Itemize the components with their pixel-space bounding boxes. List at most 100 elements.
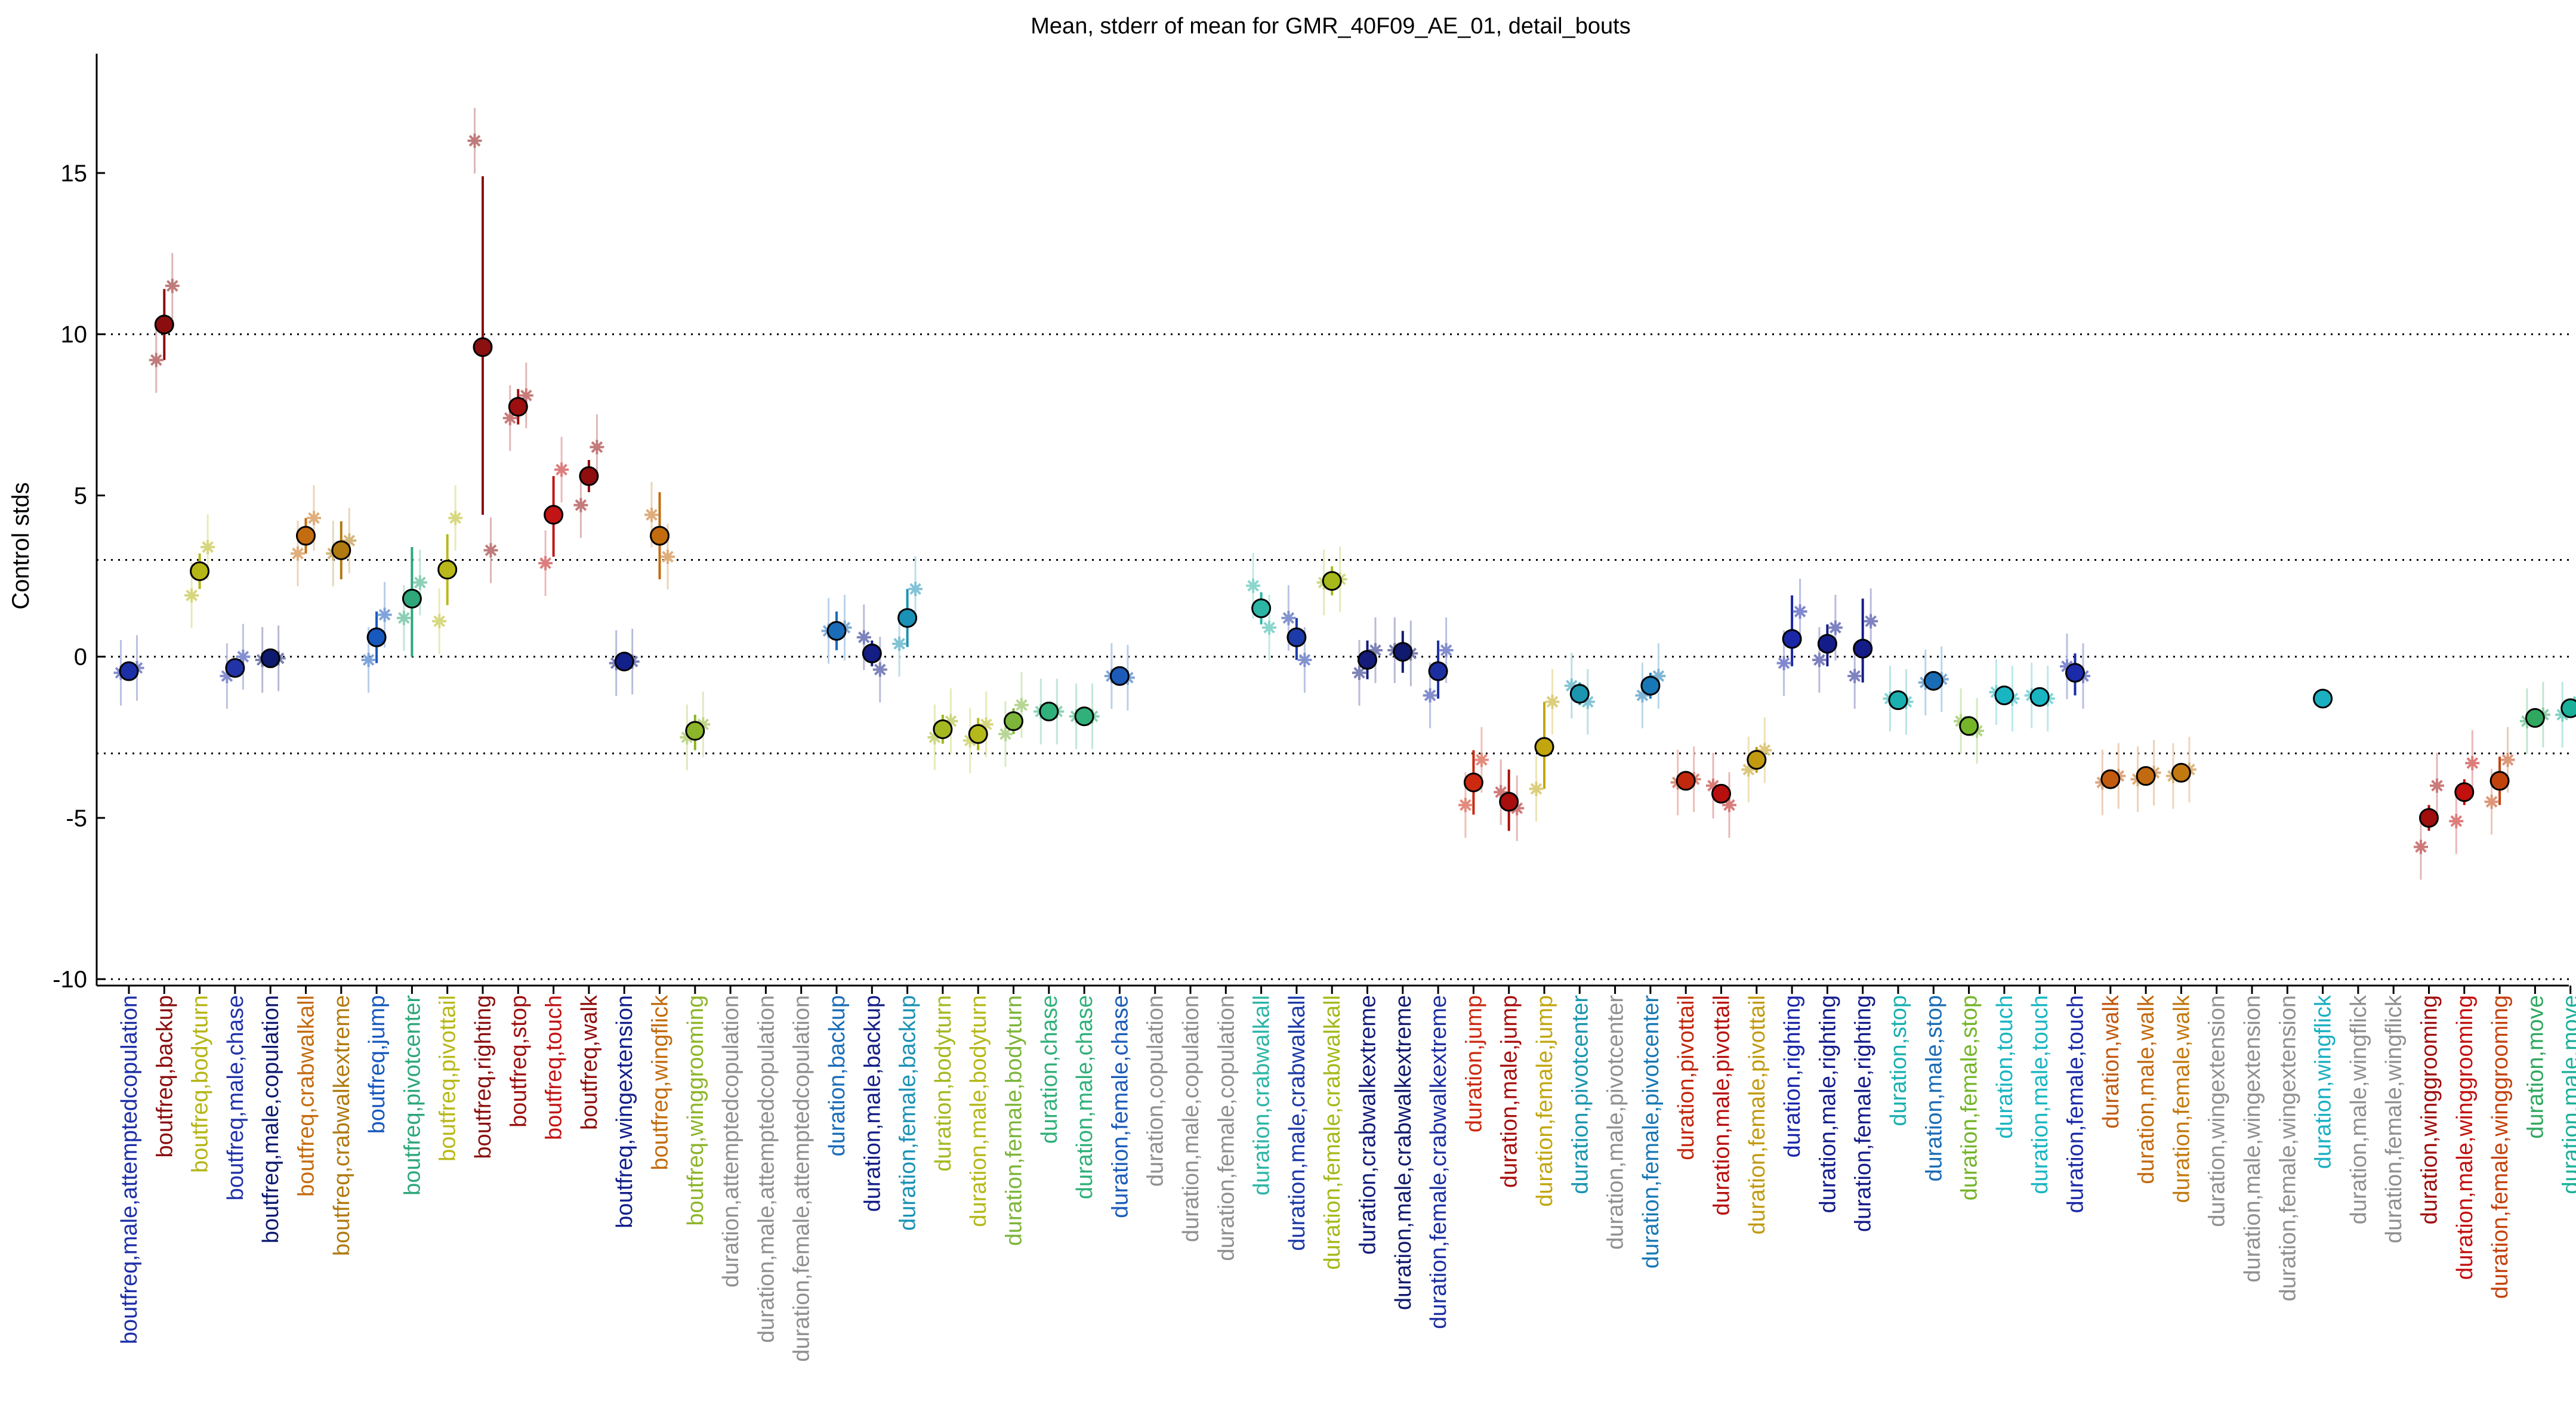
mean-point [968, 724, 988, 744]
mean-point [897, 608, 918, 628]
mean-point [1817, 634, 1837, 654]
x-tick-label: duration,wingflick [2311, 995, 2336, 1169]
replicate-marker-stroke [150, 354, 162, 366]
replicate-marker-stroke [2572, 696, 2576, 702]
mean-point [331, 540, 351, 560]
replicate-marker [377, 607, 392, 622]
replicate-marker-stroke [539, 557, 551, 569]
replicate-marker-stroke [662, 551, 674, 563]
mean-point [1039, 702, 1059, 722]
chart-title: Mean, stderr of mean for GMR_40F09_AE_01… [1031, 14, 1630, 39]
replicate-marker-stroke [1424, 689, 1436, 702]
replicate-marker [291, 546, 305, 561]
replicate-marker-stroke [999, 728, 1011, 740]
replicate-marker-stroke [1813, 654, 1825, 666]
replicate-marker [1864, 614, 1878, 629]
replicate-marker-stroke [1707, 780, 1719, 792]
replicate-marker-stroke [1546, 696, 1559, 708]
mean-point [260, 648, 280, 668]
replicate-marker [1812, 653, 1827, 668]
x-tick-label: duration,crabwalkextreme [1356, 995, 1381, 1255]
x-tick-label: duration,female,pivottail [1745, 995, 1770, 1234]
replicate-marker-stroke [1849, 670, 1861, 682]
mean-point [2029, 687, 2050, 707]
mean-point [685, 721, 705, 741]
replicate-marker [1545, 694, 1560, 709]
replicate-marker [1439, 643, 1454, 657]
replicate-marker [412, 575, 427, 590]
replicate-marker-stroke [2415, 841, 2427, 853]
x-tick-label: duration,female,crabwalkall [1320, 995, 1345, 1270]
replicate-marker [2414, 839, 2428, 854]
mean-point [2454, 782, 2475, 802]
mean-point [1923, 671, 1943, 691]
x-tick-label: boutfreq,wingextension [612, 995, 637, 1228]
replicate-marker-stroke [1353, 666, 1365, 679]
replicate-marker-stroke [1830, 622, 1841, 634]
x-tick-label: boutfreq,pivotcenter [400, 995, 425, 1196]
replicate-marker-stroke [893, 638, 905, 650]
replicate-marker [644, 507, 659, 522]
mean-point [225, 658, 245, 678]
replicate-marker-stroke [1440, 644, 1452, 656]
mean-point [437, 560, 458, 580]
replicate-marker-stroke [202, 541, 214, 553]
x-tick-label: boutfreq,walk [577, 995, 602, 1130]
mean-point [1959, 716, 1979, 736]
mean-point [2419, 808, 2439, 828]
x-tick-label: duration,female,walk [2169, 995, 2194, 1203]
replicate-marker [1352, 665, 1366, 680]
replicate-marker-stroke [433, 615, 446, 628]
mean-point [1393, 642, 1413, 662]
mean-point [1853, 638, 1873, 659]
x-tick-label: duration,attemptedcopulation [718, 995, 744, 1287]
y-tick-label: 15 [61, 160, 88, 187]
x-tick-label: duration,righting [1780, 995, 1805, 1158]
replicate-marker-stroke [362, 654, 375, 666]
replicate-marker-stroke [2061, 660, 2073, 672]
mean-point [119, 661, 139, 681]
x-tick-label: duration,female,winggrooming [2488, 995, 2513, 1299]
replicate-marker-stroke [1263, 622, 1275, 634]
x-tick-label: boutfreq,bodyturn [188, 995, 213, 1173]
y-tick-label: 0 [74, 644, 87, 671]
replicate-marker-stroke [1476, 754, 1488, 766]
x-tick-label: duration,female,backup [896, 995, 921, 1231]
mean-point [1322, 571, 1342, 591]
replicate-marker-stroke [1016, 699, 1028, 711]
replicate-marker-stroke [166, 280, 178, 292]
replicate-marker [538, 555, 553, 570]
mean-point [544, 505, 564, 525]
replicate-marker-stroke [186, 589, 198, 601]
replicate-marker [396, 610, 411, 625]
y-ticks: -10 -5 0 5 10 15 [53, 160, 105, 993]
x-tick-label: duration,crabwalkall [1250, 995, 1275, 1196]
replicate-marker-stroke [1460, 799, 1471, 811]
replicate-marker-stroke [398, 612, 410, 624]
mean-point [1109, 666, 1130, 686]
replicate-marker [184, 588, 199, 603]
replicate-marker [361, 653, 376, 668]
x-tick-label: duration,bodyturn [931, 995, 956, 1172]
mean-point [1287, 627, 1307, 647]
mean-point [2560, 698, 2576, 718]
mean-point [154, 314, 174, 335]
replicate-marker [467, 133, 482, 148]
mean-point [1004, 711, 1023, 731]
x-tick-label: duration,chase [1037, 995, 1062, 1144]
x-tick-label: duration,male,bodyturn [966, 995, 991, 1227]
replicate-marker [856, 630, 871, 645]
replicate-marker-stroke [2501, 754, 2514, 766]
replicate-marker-stroke [1778, 657, 1790, 669]
x-tick-label: boutfreq,male,chase [223, 995, 248, 1200]
replicate-marker [892, 637, 907, 651]
replicate-marker-stroke [2466, 757, 2479, 769]
x-tick-label: duration,female,copulation [1214, 995, 1239, 1261]
x-tick-label: duration,male,jump [1497, 995, 1522, 1188]
x-tick-label: duration,female,chase [1107, 995, 1133, 1218]
replicate-marker [661, 549, 675, 564]
replicate-marker-stroke [591, 441, 603, 453]
mean-point [1676, 771, 1696, 791]
mean-point [1569, 684, 1590, 704]
x-tick-label: duration,male,attemptedcopulation [754, 995, 779, 1343]
